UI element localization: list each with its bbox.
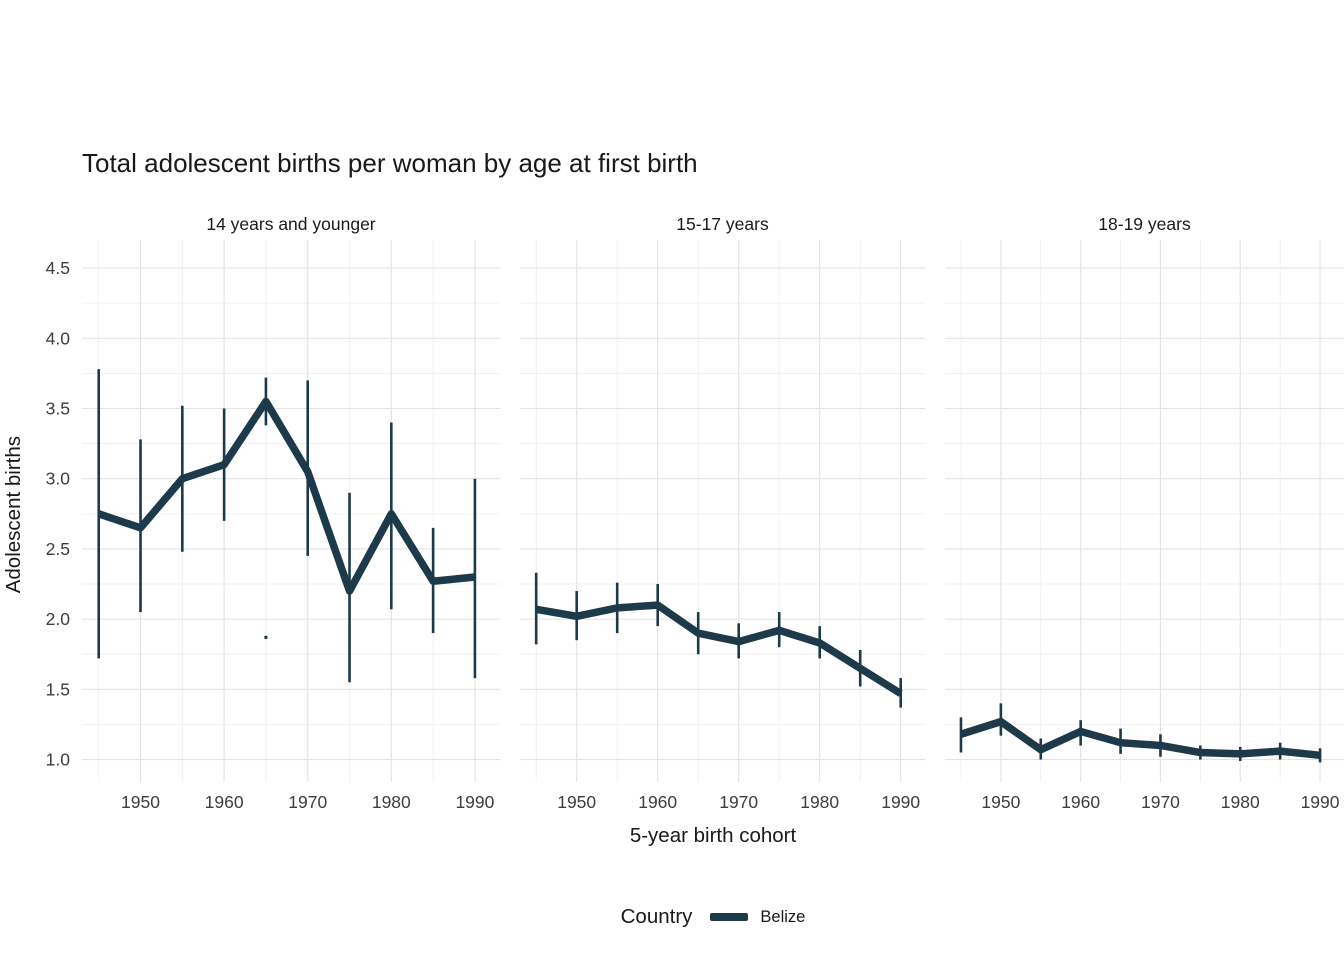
facet-label: 14 years and younger: [206, 214, 375, 234]
y-tick-label: 1.5: [46, 679, 70, 699]
x-tick-label: 1960: [205, 792, 244, 812]
trend-line: [97, 397, 476, 595]
x-tick-label: 1960: [638, 792, 677, 812]
facet-label: 18-19 years: [1098, 214, 1191, 234]
y-tick-label: 2.0: [46, 609, 71, 629]
x-tick-label: 1980: [372, 792, 411, 812]
y-tick-label: 3.5: [46, 398, 70, 418]
faceted-line-chart: 14 years and younger 1950 1960 1970 1980 1990…: [46, 214, 1344, 812]
x-tick-label: 1980: [800, 792, 839, 812]
trend-line: [959, 717, 1321, 760]
x-tick-label: 1990: [881, 792, 920, 812]
x-tick-label: 1970: [288, 792, 327, 812]
chart-title: Total adolescent births per woman by age…: [82, 148, 698, 178]
x-tick-label: 1980: [1221, 792, 1260, 812]
facet-label: 15-17 years: [676, 214, 769, 234]
y-tick-label: 3.0: [46, 469, 71, 489]
outlier-point: [264, 635, 268, 640]
x-tick-label: 1950: [981, 792, 1020, 812]
x-tick-label: 1990: [455, 792, 494, 812]
x-tick-label: 1970: [719, 792, 758, 812]
legend: Country Belize: [82, 905, 1344, 929]
x-axis-title: 5-year birth cohort: [629, 824, 797, 847]
facet-panel: 18-19 years 1950 1960 1970 1980 1990: [945, 214, 1344, 812]
y-tick-label: 1.0: [46, 750, 71, 770]
x-tick-label: 1990: [1301, 792, 1340, 812]
facet-panel: 15-17 years 1950 1960 1970 1980 1990: [520, 214, 925, 812]
facet-panel: 14 years and younger 1950 1960 1970 1980 1990…: [46, 214, 500, 812]
trend-line: [535, 601, 903, 697]
x-tick-label: 1950: [121, 792, 160, 812]
y-tick-label: 2.5: [46, 539, 70, 559]
y-tick-label: 4.0: [46, 328, 71, 348]
legend-title: Country: [620, 905, 693, 928]
legend-label: Belize: [760, 907, 806, 926]
y-tick-label: 4.5: [46, 258, 70, 278]
legend-key-line-swatch: [710, 913, 749, 921]
x-tick-label: 1970: [1141, 792, 1180, 812]
x-tick-label: 1960: [1061, 792, 1100, 812]
x-tick-label: 1950: [557, 792, 596, 812]
